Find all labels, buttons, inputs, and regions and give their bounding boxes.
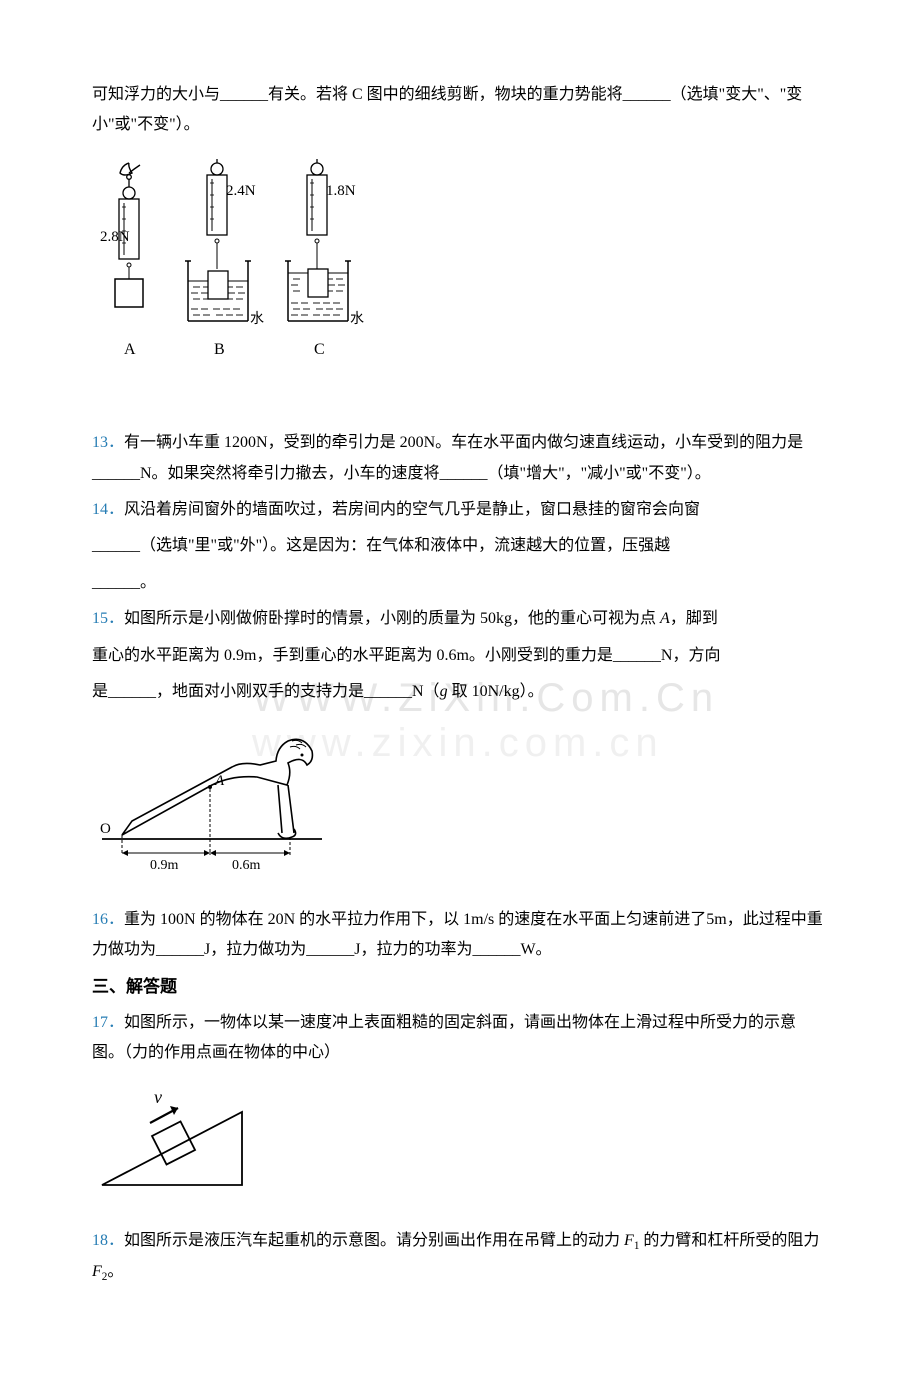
q18-F1: F	[624, 1232, 634, 1249]
svg-incline: v	[92, 1087, 252, 1197]
q18-num: 18．	[92, 1232, 124, 1249]
q18-p2: 的力臂和杠杆所受的阻力	[639, 1232, 819, 1249]
q15-num: 15．	[92, 610, 124, 627]
q14: 14．风沿着房间窗外的墙面吹过，若房间内的空气几乎是静止，窗口悬挂的窗帘会向窗	[92, 495, 828, 525]
q17-text: 如图所示，一物体以某一速度冲上表面粗糙的固定斜面，请画出物体在上滑过程中所受力的…	[92, 1014, 796, 1061]
incline-v: v	[154, 1087, 162, 1107]
q18-F2: F	[92, 1263, 102, 1280]
q14-line2: ______（选填"里"或"外"）。这是因为：在气体和液体中，流速越大的位置，压…	[92, 531, 828, 561]
q17-num: 17．	[92, 1014, 124, 1031]
figure-beakers: 2.8N 2.4N	[92, 159, 828, 410]
spring-b-label: 2.4N	[226, 183, 256, 199]
spring-a-label: 2.8N	[100, 229, 130, 245]
q14-num: 14．	[92, 501, 124, 518]
beaker-b	[185, 261, 251, 321]
q18-p1: 如图所示是液压汽车起重机的示意图。请分别画出作用在吊臂上的动力	[124, 1232, 624, 1249]
q16-text: 重为 100N 的物体在 20N 的水平拉力作用下，以 1m/s 的速度在水平面…	[92, 911, 823, 958]
sub-a: A	[124, 341, 136, 358]
spring-c-label: 1.8N	[326, 183, 356, 199]
figure-incline: v	[92, 1087, 828, 1208]
q13-text: 有一辆小车重 1200N，受到的牵引力是 200N。车在水平面内做匀速直线运动，…	[92, 434, 803, 481]
preamble-text: 可知浮力的大小与______有关。若将 C 图中的细线剪断，物块的重力势能将__…	[92, 80, 828, 141]
pushup-label-a: A	[214, 773, 225, 789]
pushup-label-o: O	[100, 821, 111, 837]
q15-l1p2: ，脚到	[670, 610, 718, 627]
q14-line3: ______。	[92, 568, 828, 598]
q15-g: g	[440, 683, 448, 700]
q14-line1: 风沿着房间窗外的墙面吹过，若房间内的空气几乎是静止，窗口悬挂的窗帘会向窗	[124, 501, 700, 518]
figure-pushup: www.zixin.com.cn A O 0.9m 0.6m	[92, 725, 828, 886]
water-label-c: 水	[350, 311, 364, 327]
q15-l3p1: 是______，地面对小刚双手的支持力是______N（	[92, 683, 440, 700]
q13-num: 13．	[92, 434, 124, 451]
q15-A: A	[660, 610, 670, 627]
water-label-b: 水	[250, 311, 264, 327]
sub-c: C	[314, 341, 325, 358]
svg-pushup: A O 0.9m 0.6m	[92, 725, 342, 875]
q16-num: 16．	[92, 911, 124, 928]
beaker-c	[285, 261, 351, 321]
q15-block: WWW.ZiXin.Com.Cn 15．如图所示是小刚做俯卧撑时的情景，小刚的质…	[92, 604, 828, 707]
q18-end: 。	[107, 1263, 123, 1280]
q17: 17．如图所示，一物体以某一速度冲上表面粗糙的固定斜面，请画出物体在上滑过程中所…	[92, 1008, 828, 1069]
pushup-dist2: 0.6m	[232, 858, 261, 873]
q15-line3: 是______，地面对小刚双手的支持力是______N（g 取 10N/kg）。	[92, 677, 828, 707]
spring-b-group	[207, 159, 228, 269]
q16: 16．重为 100N 的物体在 20N 的水平拉力作用下，以 1m/s 的速度在…	[92, 905, 828, 966]
svg-beakers: 2.8N 2.4N	[92, 159, 372, 399]
q13: 13．有一辆小车重 1200N，受到的牵引力是 200N。车在水平面内做匀速直线…	[92, 428, 828, 489]
q15-l1p1: 如图所示是小刚做俯卧撑时的情景，小刚的质量为 50kg，他的重心可视为点	[124, 610, 660, 627]
pushup-dist1: 0.9m	[150, 858, 179, 873]
q15: 15．如图所示是小刚做俯卧撑时的情景，小刚的质量为 50kg，他的重心可视为点 …	[92, 604, 828, 634]
sub-b: B	[214, 341, 225, 358]
spring-c-group	[307, 159, 328, 269]
q15-l3p2: 取 10N/kg）。	[448, 683, 544, 700]
section-3-title: 三、解答题	[92, 971, 828, 1003]
q15-line2: 重心的水平距离为 0.9m，手到重心的水平距离为 0.6m。小刚受到的重力是__…	[92, 641, 828, 671]
q18: 18．如图所示是液压汽车起重机的示意图。请分别画出作用在吊臂上的动力 F1 的力…	[92, 1226, 828, 1289]
